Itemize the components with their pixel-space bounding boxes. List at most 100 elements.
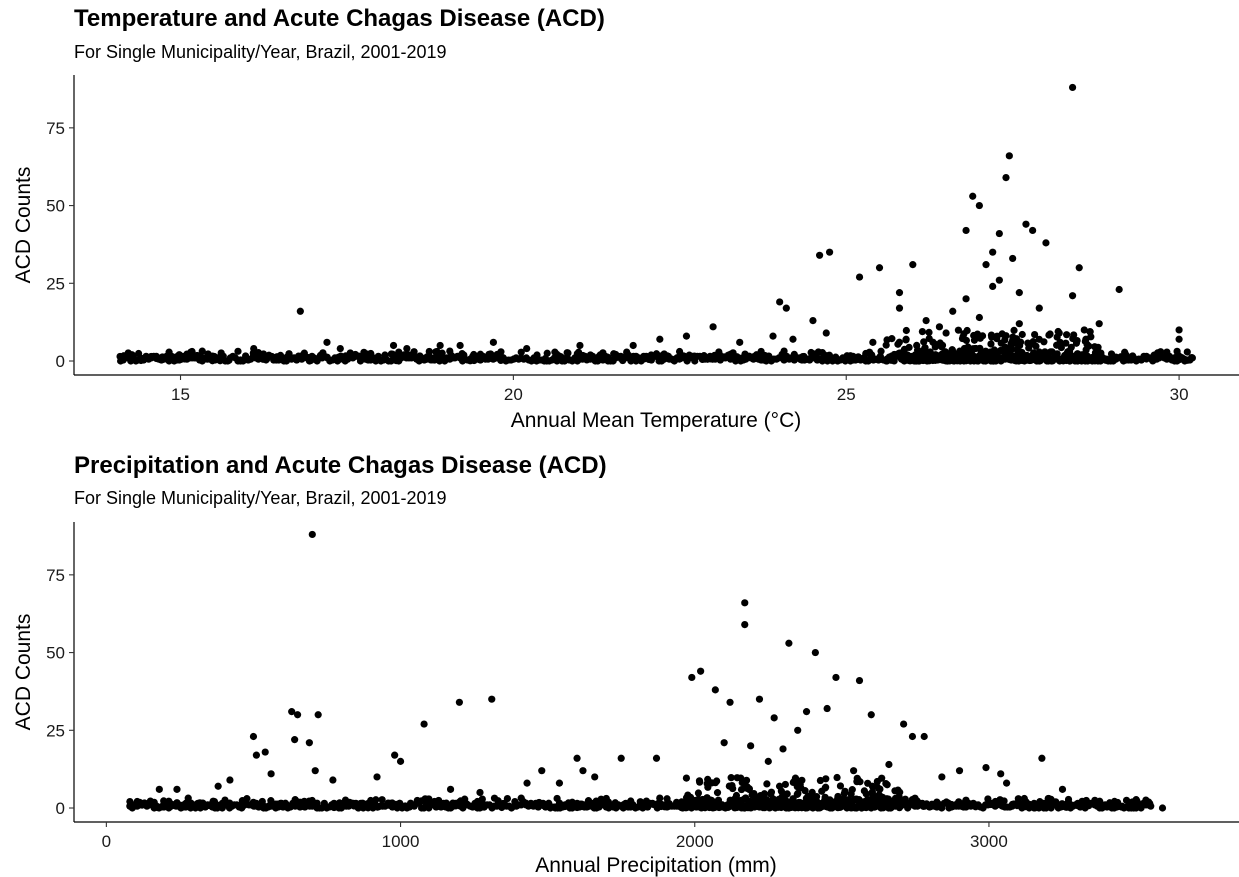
data-point bbox=[1074, 357, 1082, 365]
data-point bbox=[576, 341, 584, 350]
x-tick-label: 15 bbox=[171, 385, 190, 404]
data-point bbox=[782, 304, 790, 312]
temperature-scatter-plot: 0 25 50 75 15 20 25 30 Annual Mean Temperature… bbox=[12, 75, 1239, 432]
data-point bbox=[1052, 798, 1060, 806]
data-point bbox=[188, 347, 196, 356]
data-point bbox=[403, 344, 411, 353]
data-point bbox=[573, 754, 581, 762]
data-point bbox=[797, 801, 805, 810]
data-point bbox=[381, 351, 389, 359]
data-point bbox=[919, 346, 928, 354]
data-point bbox=[908, 732, 917, 741]
data-point bbox=[920, 732, 928, 741]
data-point bbox=[747, 742, 755, 750]
data-point bbox=[1126, 801, 1134, 809]
data-point bbox=[781, 780, 789, 789]
y-tick-label: 50 bbox=[46, 644, 65, 663]
data-point bbox=[476, 788, 484, 797]
data-point bbox=[741, 620, 749, 629]
data-point bbox=[1115, 285, 1123, 294]
data-point bbox=[955, 767, 964, 775]
data-point bbox=[686, 793, 695, 801]
data-point bbox=[1038, 754, 1046, 762]
data-point bbox=[1035, 304, 1043, 312]
data-point bbox=[781, 799, 789, 808]
data-point bbox=[736, 338, 744, 346]
data-point bbox=[713, 789, 722, 797]
data-point bbox=[891, 787, 899, 795]
data-point bbox=[425, 347, 433, 356]
data-point bbox=[876, 785, 884, 793]
x-tick-label: 30 bbox=[1170, 385, 1189, 404]
data-point bbox=[907, 352, 916, 361]
data-point bbox=[864, 779, 872, 787]
data-point bbox=[869, 338, 877, 346]
data-point bbox=[410, 348, 418, 356]
data-point bbox=[822, 775, 830, 783]
data-point bbox=[989, 282, 997, 290]
data-point bbox=[987, 340, 995, 348]
data-point bbox=[1068, 292, 1077, 300]
data-point bbox=[789, 335, 797, 343]
data-point bbox=[878, 803, 887, 811]
data-point bbox=[291, 736, 299, 744]
data-point bbox=[770, 714, 778, 722]
chart-title: Precipitation and Acute Chagas Disease (… bbox=[74, 452, 607, 479]
data-point bbox=[995, 276, 1003, 284]
data-point bbox=[555, 779, 564, 787]
data-point bbox=[895, 792, 903, 801]
data-point bbox=[617, 754, 625, 762]
data-point bbox=[1015, 320, 1023, 328]
data-point bbox=[1146, 799, 1154, 808]
data-point bbox=[713, 777, 721, 785]
y-tick-label: 75 bbox=[46, 566, 65, 585]
data-point bbox=[971, 345, 979, 353]
data-point bbox=[727, 774, 735, 782]
data-point bbox=[1010, 326, 1018, 334]
data-point bbox=[898, 353, 906, 361]
data-point bbox=[848, 786, 856, 794]
data-point bbox=[885, 760, 893, 769]
data-point bbox=[1022, 220, 1030, 228]
data-point bbox=[925, 334, 933, 343]
data-point bbox=[323, 338, 331, 346]
data-point bbox=[719, 803, 728, 811]
data-point bbox=[456, 341, 464, 350]
data-point bbox=[742, 776, 751, 784]
data-point bbox=[1041, 348, 1049, 356]
data-point bbox=[789, 778, 797, 787]
data-point bbox=[488, 695, 496, 703]
data-point bbox=[997, 339, 1005, 347]
data-point bbox=[543, 349, 551, 357]
data-point bbox=[998, 330, 1006, 338]
data-point bbox=[960, 344, 969, 353]
data-point bbox=[438, 349, 446, 357]
data-point bbox=[1009, 254, 1017, 263]
data-point bbox=[1005, 152, 1013, 160]
data-point bbox=[678, 804, 686, 812]
data-point bbox=[890, 350, 898, 359]
data-point bbox=[503, 794, 512, 803]
data-point bbox=[1000, 797, 1008, 805]
data-point bbox=[935, 323, 944, 331]
data-point bbox=[296, 307, 304, 315]
data-point bbox=[960, 330, 968, 338]
data-point bbox=[922, 316, 930, 325]
data-point bbox=[563, 349, 571, 357]
data-point bbox=[982, 261, 990, 269]
data-point bbox=[1183, 348, 1191, 356]
data-point bbox=[728, 781, 736, 790]
data-point bbox=[920, 338, 928, 346]
data-point bbox=[517, 348, 525, 356]
data-point bbox=[460, 351, 468, 359]
data-point bbox=[962, 295, 970, 303]
data-point bbox=[900, 720, 908, 728]
data-point bbox=[988, 333, 996, 341]
data-point bbox=[747, 804, 755, 812]
data-point bbox=[825, 351, 834, 359]
data-point bbox=[839, 796, 847, 804]
data-point bbox=[314, 711, 322, 719]
data-point bbox=[777, 787, 785, 795]
data-point bbox=[1158, 804, 1167, 812]
data-point bbox=[1002, 779, 1011, 787]
